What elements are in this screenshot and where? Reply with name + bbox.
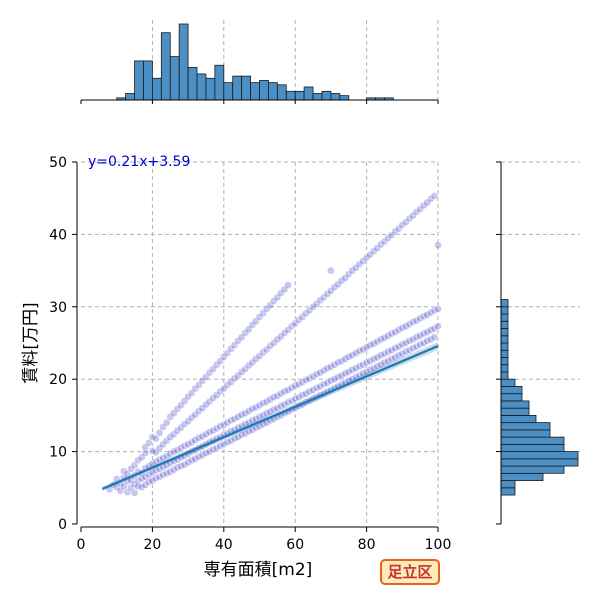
top-histogram-bar (312, 93, 323, 101)
scatter-point (144, 439, 153, 447)
right-histogram-bar (500, 335, 509, 344)
scatter-point (162, 418, 171, 427)
right-histogram-bar (500, 487, 516, 496)
scatter-point (284, 281, 292, 289)
right-histogram-bar (500, 299, 509, 308)
top-histogram-bar (232, 75, 243, 101)
regression-layer (101, 341, 439, 491)
right-histogram-bar (500, 349, 509, 358)
top-histogram-bar (303, 86, 314, 101)
right-histogram-bar (500, 320, 509, 329)
scatter-point (434, 241, 442, 250)
x-tick-label: 60 (286, 537, 304, 553)
top-histogram-bar (268, 82, 278, 101)
x-tick-label: 40 (215, 537, 233, 553)
regression-equation-label: y=0.21x+3.59 (88, 154, 190, 170)
scatter-points (105, 192, 442, 497)
scatter-point (327, 266, 335, 275)
top-histogram-bar (214, 64, 225, 101)
x-tick-label: 20 (143, 537, 161, 553)
right-histogram-bar (500, 443, 565, 452)
top-histogram-bar (330, 93, 341, 101)
ward-name-badge: 足立区 (380, 559, 440, 585)
top-histogram-bar (241, 75, 251, 101)
right-histogram-bar (500, 371, 509, 380)
right-histogram-bar (500, 342, 509, 351)
top-histogram-bar (151, 77, 162, 101)
right-histogram-bar (500, 306, 509, 315)
regression-line (101, 344, 439, 490)
right-histogram-bar (500, 313, 509, 322)
y-tick-label: 10 (49, 445, 67, 461)
right-histogram-bar (500, 465, 565, 474)
top-histogram-bar (250, 82, 260, 101)
x-tick-label: 80 (358, 537, 376, 553)
right-histogram-bar (500, 364, 509, 373)
right-histogram-bar (500, 429, 551, 438)
top-histogram-bar (160, 32, 171, 101)
y-tick-label: 0 (58, 517, 67, 533)
top-histogram-bar (169, 56, 180, 101)
scatter-point (152, 434, 160, 443)
right-histogram-bar (500, 480, 516, 489)
axes (72, 161, 439, 532)
top-histogram-bar (223, 82, 234, 101)
scatter-point (434, 305, 442, 313)
right-histogram (496, 161, 579, 525)
top-histogram-bar (205, 77, 216, 101)
x-axis-label: 専有面積[m2] (204, 560, 313, 580)
right-histogram-bar (500, 407, 530, 416)
right-histogram-bar (500, 436, 565, 445)
top-histogram-bar (125, 93, 135, 101)
top-histogram-bar (143, 60, 153, 101)
scatter-point (130, 489, 139, 497)
top-histogram-bar (339, 95, 350, 101)
right-histogram-bar (500, 378, 516, 387)
scatter-point (434, 322, 442, 331)
right-histogram-bar (500, 451, 579, 460)
top-histogram-bar (276, 84, 287, 101)
top-histogram-bar (196, 73, 207, 101)
top-histogram-bar (285, 90, 296, 101)
y-tick-label: 50 (49, 155, 67, 171)
right-histogram-bar (500, 328, 509, 337)
y-tick-label: 40 (49, 227, 67, 243)
top-histogram-bar (187, 67, 198, 101)
y-tick-label: 20 (49, 372, 67, 388)
right-histogram-bar (500, 458, 579, 467)
top-histogram-bar (178, 23, 189, 101)
right-histogram-bar (500, 414, 537, 424)
right-histogram-bar (500, 422, 551, 431)
right-histogram-bar (500, 472, 544, 481)
top-histogram-bar (321, 90, 332, 101)
right-histogram-bar (500, 393, 523, 402)
scatter-point (155, 428, 164, 437)
tick-labels: 0 20 40 60 80 100 0 10 20 30 40 50 (49, 155, 451, 553)
y-axis-label: 賃料[万円] (21, 302, 41, 383)
x-tick-label: 100 (425, 537, 452, 553)
top-histogram-bar (294, 90, 305, 101)
right-histogram-bar (500, 386, 523, 395)
top-histogram-bar (259, 80, 269, 101)
top-histogram-bar (134, 60, 144, 101)
y-tick-label: 30 (49, 300, 67, 316)
top-histogram (80, 23, 439, 104)
right-histogram-bar (500, 357, 509, 366)
scatter-point (430, 192, 439, 200)
x-tick-label: 0 (77, 537, 86, 553)
right-histogram-bar (500, 400, 530, 409)
scatter-point (430, 333, 439, 342)
scatter-point (141, 449, 150, 457)
